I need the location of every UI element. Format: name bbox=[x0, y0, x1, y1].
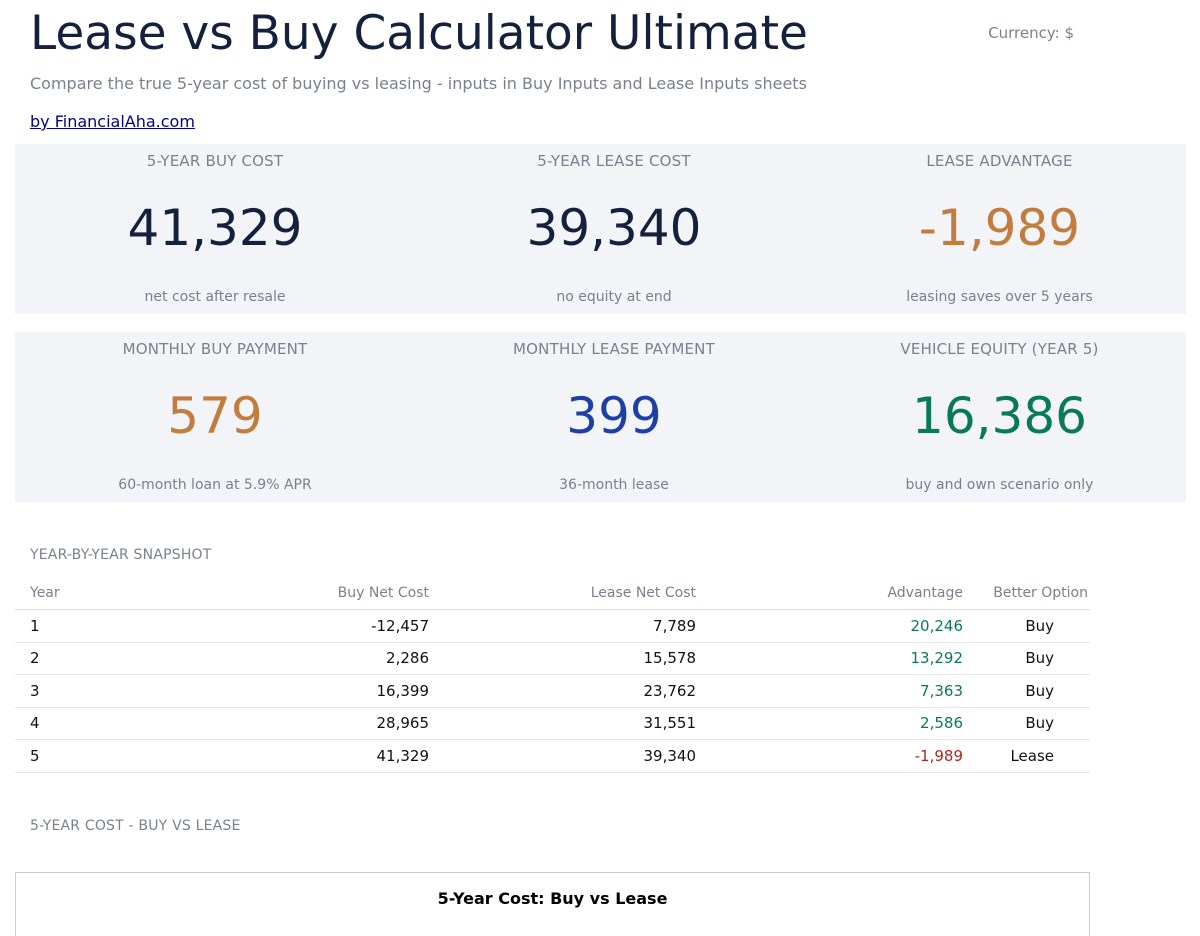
kpi-row-payments: MONTHLY BUY PAYMENT 579 60-month loan at… bbox=[15, 332, 1186, 502]
currency-label: Currency: $ bbox=[988, 24, 1074, 42]
byline-link[interactable]: by FinancialAha.com bbox=[30, 112, 195, 131]
snapshot-table: Year Buy Net Cost Lease Net Cost Advanta… bbox=[15, 576, 1090, 773]
kpi-row-costs: 5-YEAR BUY COST 41,329 net cost after re… bbox=[15, 144, 1186, 314]
column-header-advantage: Advantage bbox=[696, 576, 963, 610]
cell-better-option: Lease bbox=[963, 739, 1090, 773]
cell-better-option: Buy bbox=[963, 642, 1090, 675]
table-row: 3 16,399 23,762 7,363 Buy bbox=[15, 674, 1090, 708]
kpi-note: 36-month lease bbox=[559, 477, 669, 493]
cell-year: 1 bbox=[15, 609, 230, 643]
kpi-card-vehicle-equity: VEHICLE EQUITY (YEAR 5) 16,386 buy and o… bbox=[813, 332, 1186, 502]
cell-year: 5 bbox=[15, 739, 230, 773]
kpi-note: 60-month loan at 5.9% APR bbox=[118, 477, 312, 493]
cell-year: 4 bbox=[15, 707, 230, 740]
kpi-value: 579 bbox=[167, 387, 263, 445]
chart-title: 5-Year Cost: Buy vs Lease bbox=[437, 889, 668, 908]
cell-advantage: 7,363 bbox=[696, 674, 963, 708]
kpi-label: LEASE ADVANTAGE bbox=[926, 152, 1073, 170]
cost-chart-container[interactable]: 5-Year Cost: Buy vs Lease bbox=[15, 872, 1090, 936]
kpi-note: net cost after resale bbox=[144, 289, 286, 305]
table-row: 5 41,329 39,340 -1,989 Lease bbox=[15, 739, 1090, 773]
kpi-value: 39,340 bbox=[526, 199, 702, 257]
cell-better-option: Buy bbox=[963, 707, 1090, 740]
kpi-value: 399 bbox=[566, 387, 662, 445]
cell-lease-net-cost: 7,789 bbox=[429, 609, 696, 643]
kpi-label: MONTHLY LEASE PAYMENT bbox=[513, 340, 715, 358]
cell-advantage: 20,246 bbox=[696, 609, 963, 643]
page-title: Lease vs Buy Calculator Ultimate bbox=[30, 6, 808, 61]
cell-lease-net-cost: 15,578 bbox=[429, 642, 696, 675]
cell-advantage: -1,989 bbox=[696, 739, 963, 773]
cell-buy-net-cost: 2,286 bbox=[230, 642, 429, 675]
kpi-card-lease-advantage: LEASE ADVANTAGE -1,989 leasing saves ove… bbox=[813, 144, 1186, 314]
kpi-label: 5-YEAR BUY COST bbox=[146, 152, 284, 170]
page-subtitle: Compare the true 5-year cost of buying v… bbox=[30, 74, 807, 93]
table-row: 2 2,286 15,578 13,292 Buy bbox=[15, 642, 1090, 675]
kpi-note: leasing saves over 5 years bbox=[906, 289, 1093, 305]
kpi-label: VEHICLE EQUITY (YEAR 5) bbox=[900, 340, 1099, 358]
cell-year: 3 bbox=[15, 674, 230, 708]
cell-year: 2 bbox=[15, 642, 230, 675]
cell-buy-net-cost: 16,399 bbox=[230, 674, 429, 708]
cell-lease-net-cost: 39,340 bbox=[429, 739, 696, 773]
snapshot-section-title: YEAR-BY-YEAR SNAPSHOT bbox=[30, 547, 212, 563]
cell-lease-net-cost: 31,551 bbox=[429, 707, 696, 740]
kpi-card-monthly-lease: MONTHLY LEASE PAYMENT 399 36-month lease bbox=[415, 332, 813, 502]
cell-advantage: 2,586 bbox=[696, 707, 963, 740]
table-row: 1 -12,457 7,789 20,246 Buy bbox=[15, 609, 1090, 643]
kpi-value: -1,989 bbox=[918, 199, 1081, 257]
cell-lease-net-cost: 23,762 bbox=[429, 674, 696, 708]
table-row: 4 28,965 31,551 2,586 Buy bbox=[15, 707, 1090, 740]
kpi-card-buy-cost: 5-YEAR BUY COST 41,329 net cost after re… bbox=[15, 144, 415, 314]
cell-buy-net-cost: -12,457 bbox=[230, 609, 429, 643]
kpi-label: 5-YEAR LEASE COST bbox=[537, 152, 691, 170]
cell-advantage: 13,292 bbox=[696, 642, 963, 675]
kpi-note: buy and own scenario only bbox=[905, 477, 1094, 493]
cell-buy-net-cost: 41,329 bbox=[230, 739, 429, 773]
kpi-label: MONTHLY BUY PAYMENT bbox=[122, 340, 308, 358]
column-header-option: Better Option bbox=[963, 576, 1090, 610]
chart-section-title: 5-YEAR COST - BUY VS LEASE bbox=[30, 818, 241, 834]
cell-better-option: Buy bbox=[963, 609, 1090, 643]
column-header-year: Year bbox=[15, 576, 230, 610]
kpi-value: 41,329 bbox=[127, 199, 303, 257]
kpi-value: 16,386 bbox=[912, 387, 1087, 445]
column-header-lease: Lease Net Cost bbox=[429, 576, 696, 610]
cell-better-option: Buy bbox=[963, 674, 1090, 708]
table-header-row: Year Buy Net Cost Lease Net Cost Advanta… bbox=[15, 576, 1090, 610]
cell-buy-net-cost: 28,965 bbox=[230, 707, 429, 740]
kpi-note: no equity at end bbox=[556, 289, 672, 305]
kpi-card-lease-cost: 5-YEAR LEASE COST 39,340 no equity at en… bbox=[415, 144, 813, 314]
column-header-buy: Buy Net Cost bbox=[230, 576, 429, 610]
kpi-card-monthly-buy: MONTHLY BUY PAYMENT 579 60-month loan at… bbox=[15, 332, 415, 502]
